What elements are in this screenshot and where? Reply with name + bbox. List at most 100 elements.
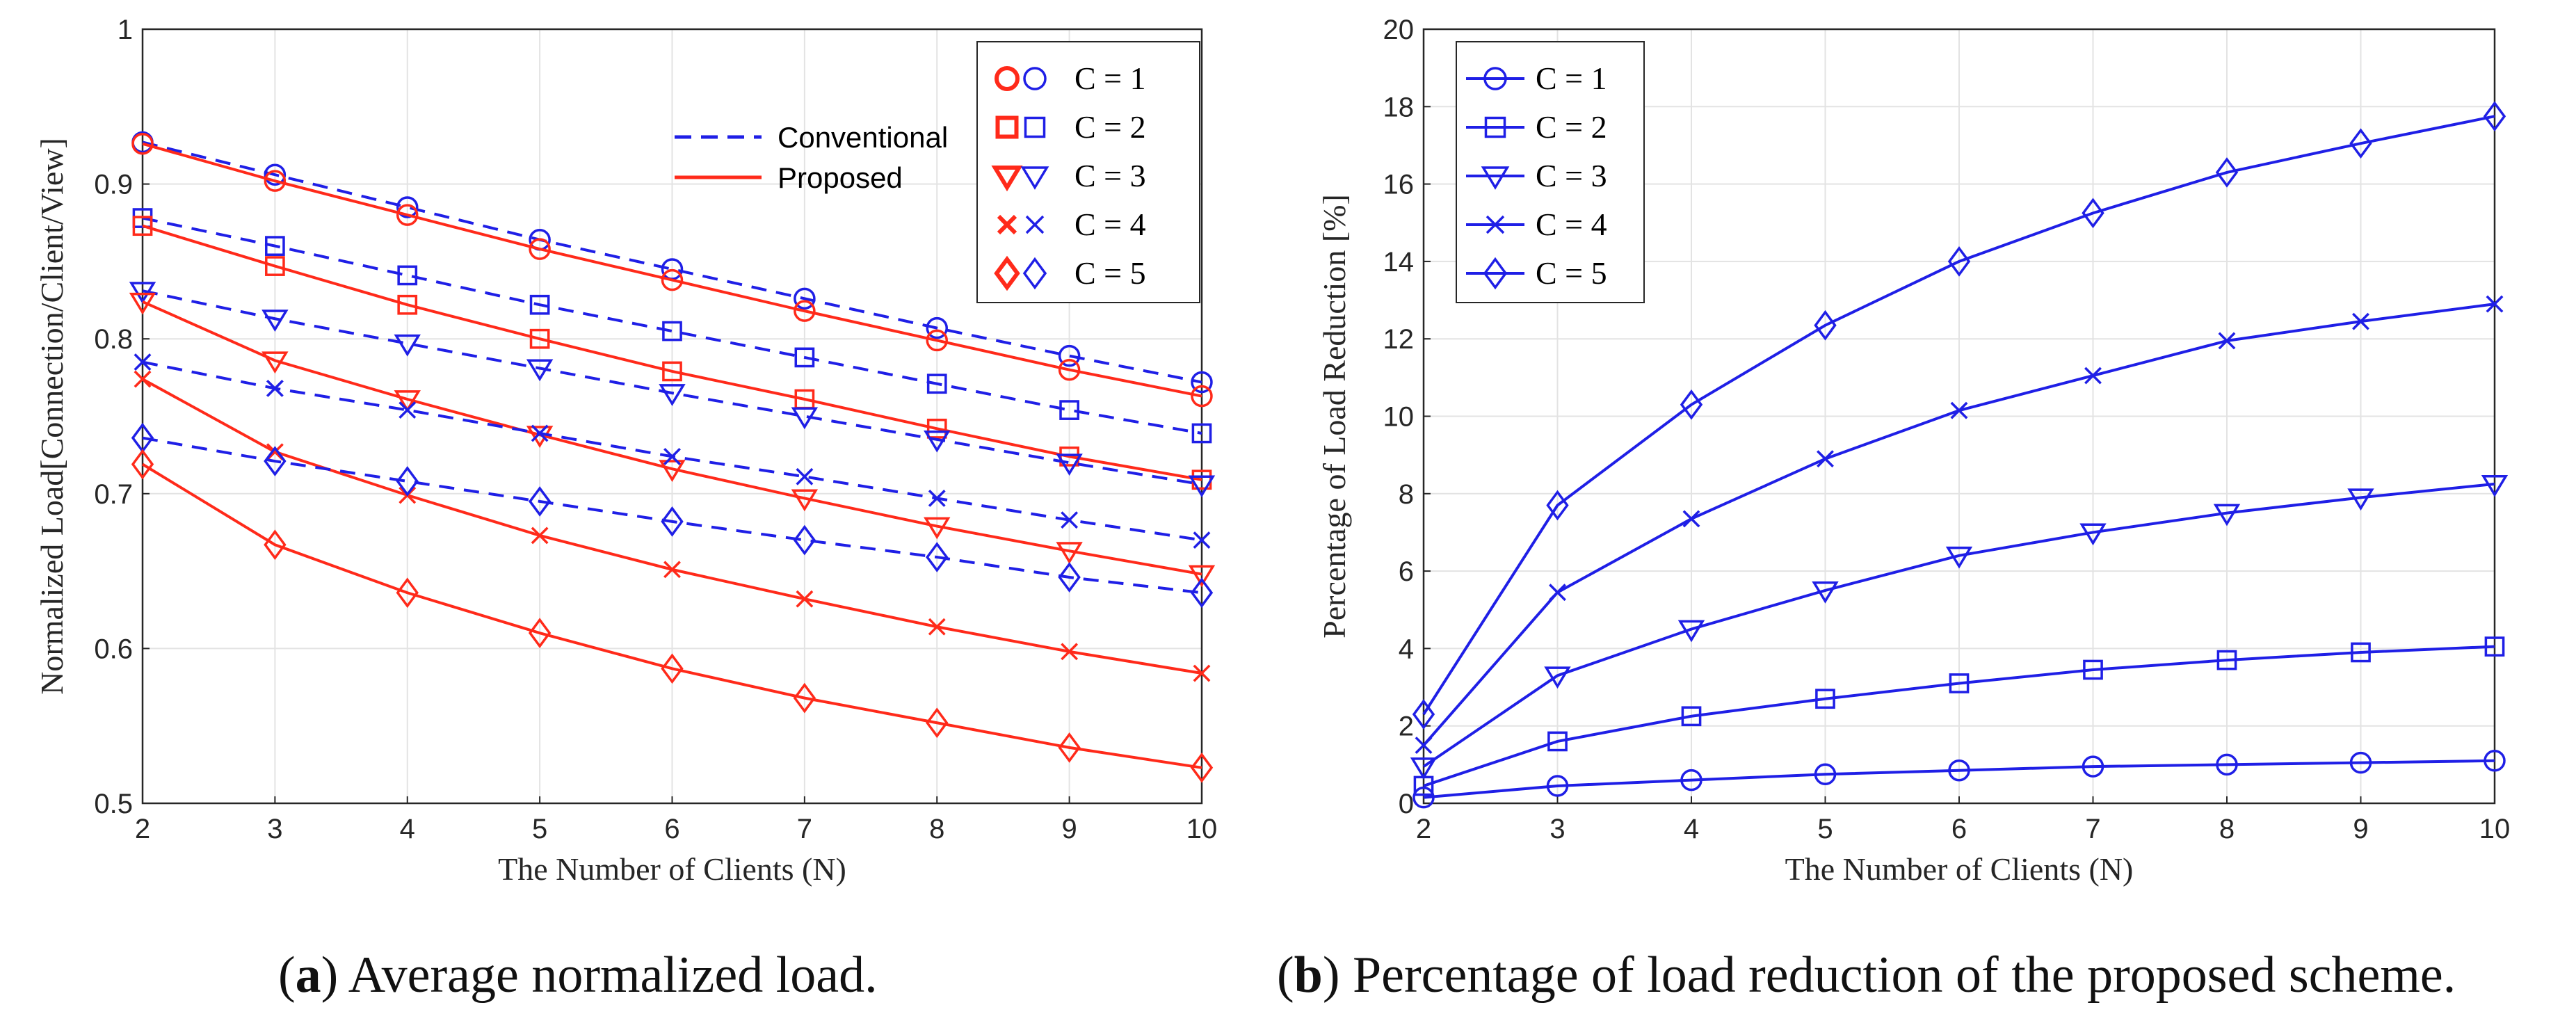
b-data-point (2481, 474, 2509, 497)
b-data-point (2079, 523, 2107, 546)
a-series-line-conventional (142, 140, 1202, 384)
a-data-point-proposed (794, 300, 816, 322)
a-data-point-conventional (926, 542, 949, 572)
b-data-point (2083, 659, 2103, 680)
b-data-point (2349, 751, 2372, 774)
a-data-point-proposed (926, 329, 948, 352)
b-x-tick-label: 8 (2219, 814, 2235, 844)
b-legend-marker (1484, 116, 1506, 138)
a-series-line-proposed (142, 142, 1202, 398)
b-data-point (1814, 763, 1837, 786)
b-data-point (1949, 673, 1970, 693)
a-data-point-conventional (1193, 531, 1211, 549)
a-data-point-proposed (1058, 732, 1081, 763)
a-data-point-proposed (1188, 565, 1216, 588)
a-data-point-conventional (924, 430, 951, 453)
b-y-tick-label: 14 (1383, 247, 1415, 278)
a-series-line-conventional (142, 216, 1202, 435)
a-data-point-conventional (791, 407, 819, 430)
a-series-line-conventional (142, 289, 1202, 486)
a-legend-label: Conventional (778, 121, 948, 154)
caption-a: (a) Average normalized load. (278, 947, 878, 1004)
caption-b-label: b (1294, 947, 1323, 1004)
a-legend-marker-conventional (1022, 257, 1047, 290)
a-data-point-proposed (264, 529, 287, 561)
a-data-point-conventional (1061, 511, 1079, 529)
a-legend-label: C = 1 (1074, 61, 1146, 96)
a-y-tick-label: 1 (118, 15, 133, 45)
b-y-tick-label: 2 (1399, 712, 1414, 742)
b-data-point (2084, 367, 2102, 385)
b-data-point (2352, 312, 2369, 330)
a-y-tick-label: 0.6 (94, 634, 133, 664)
a-data-point-conventional (1056, 453, 1083, 476)
b-data-point (1549, 584, 1566, 602)
b-data-point (2218, 332, 2236, 350)
b-data-point (1817, 450, 1834, 468)
b-data-point (1677, 620, 1705, 643)
chart-a-normalized-load: 2 3 4 5 6 7 8 9 10 0.5 0.6 0.7 0.8 0.9 1 The Number of … (34, 15, 1217, 887)
a-data-point-conventional (1190, 577, 1214, 609)
a-data-point-proposed (926, 418, 947, 439)
b-data-point (1681, 706, 1702, 727)
a-data-point-conventional (266, 379, 284, 397)
a-data-point-conventional (529, 294, 550, 315)
a-data-point-conventional (528, 486, 552, 517)
a-data-point-proposed (796, 590, 814, 608)
a-data-point-conventional (794, 347, 815, 368)
a-series-line-proposed (142, 300, 1202, 576)
b-data-point (2215, 157, 2239, 188)
a-series-line-conventional (142, 436, 1202, 595)
b-data-point (1680, 769, 1702, 791)
a-data-point-proposed (1061, 643, 1079, 661)
a-data-point-conventional (793, 524, 816, 556)
a-data-point-proposed (529, 328, 550, 349)
a-x-tick-label: 3 (267, 814, 282, 844)
a-y-tick-label: 0.9 (94, 170, 133, 200)
b-y-tick-label: 8 (1399, 479, 1414, 510)
b-legend-marker (1481, 166, 1510, 190)
b-y-tick-label: 18 (1383, 92, 1415, 122)
b-data-point (2484, 750, 2506, 772)
b-data-point (2082, 755, 2104, 778)
b-y-tick-label: 6 (1399, 556, 1414, 587)
a-data-point-conventional (1188, 475, 1216, 498)
b-x-axis-label: The Number of Clients (N) (1785, 851, 2134, 887)
a-data-point-conventional (265, 236, 285, 256)
a-data-point-conventional (134, 353, 152, 371)
caption-b-text: Percentage of load reduction of the prop… (1352, 947, 2456, 1004)
a-legend-label: Proposed (778, 161, 903, 194)
b-data-point (1412, 699, 1435, 730)
a-data-point-conventional (1058, 344, 1081, 367)
a-data-point-conventional (264, 446, 287, 476)
a-x-tick-label: 2 (135, 814, 150, 844)
a-x-tick-label: 4 (400, 814, 415, 844)
a-data-point-conventional (926, 373, 947, 394)
a-data-point-proposed (1058, 358, 1081, 381)
a-data-point-proposed (526, 426, 554, 448)
a-data-point-conventional (526, 359, 554, 382)
a-legend-marker-conventional (1025, 215, 1045, 234)
a-legend-marker-proposed (997, 214, 1017, 235)
b-legend-label: C = 5 (1536, 255, 1607, 291)
a-data-point-conventional (928, 490, 946, 507)
a-data-point-proposed (134, 370, 152, 388)
a-data-point-conventional (1191, 423, 1212, 444)
a-data-point-proposed (928, 618, 946, 636)
b-y-tick-label: 12 (1383, 324, 1415, 355)
a-x-tick-label: 8 (929, 814, 944, 844)
a-data-point-proposed (663, 561, 681, 579)
a-legend-marker-proposed (995, 115, 1019, 139)
b-data-point (2484, 636, 2505, 657)
b-legend-marker (1483, 257, 1508, 290)
b-x-tick-label: 9 (2353, 814, 2368, 844)
b-data-point (1546, 775, 1569, 797)
a-data-point-proposed (129, 292, 156, 315)
a-legend-marker-proposed (994, 255, 1020, 291)
b-y-tick-label: 0 (1399, 789, 1414, 819)
b-data-point (1950, 401, 1968, 419)
a-data-point-proposed (528, 618, 552, 648)
b-data-point (1415, 737, 1433, 754)
a-data-point-conventional (662, 321, 682, 341)
